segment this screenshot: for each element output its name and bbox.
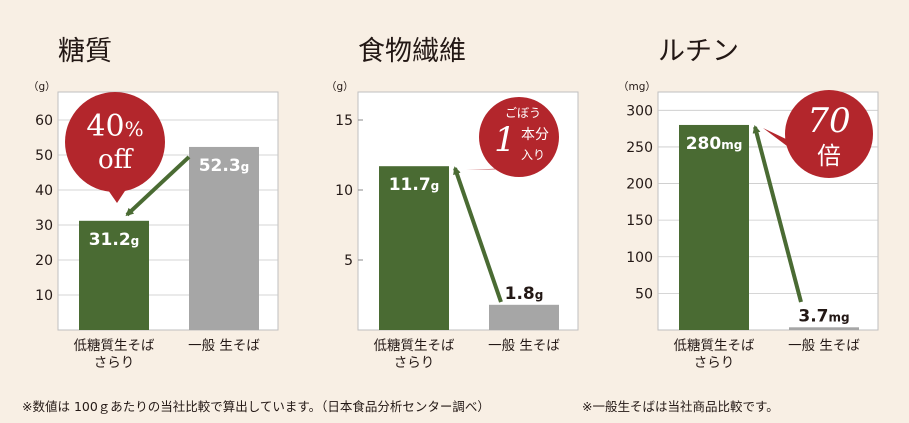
y-tick-label: 10 <box>335 183 353 199</box>
highlight-badge: 70倍 <box>763 90 873 178</box>
y-tick-label: 100 <box>626 250 653 266</box>
value-number: 3.7 <box>798 306 828 326</box>
badge-text: 1 <box>494 120 516 160</box>
badge-text: ごぼう <box>505 105 541 120</box>
badge-text: 入り <box>521 148 545 162</box>
chart-title: 糖質 <box>58 36 112 67</box>
comparison-arrow <box>125 155 191 217</box>
badge-percent: % <box>125 117 144 141</box>
comparison-arrow <box>453 166 503 303</box>
value-label: 31.2g <box>89 230 140 250</box>
y-tick-label: 50 <box>635 286 653 302</box>
chart-title: 食物繊維 <box>358 36 466 67</box>
comparison-arrow <box>752 125 803 303</box>
value-label: 3.7mg <box>798 306 849 326</box>
y-tick-label: 15 <box>335 113 353 129</box>
x-category-label: 一般 生そば <box>188 338 260 354</box>
value-label: 1.8g <box>505 284 544 304</box>
y-tick-label: 5 <box>344 253 353 269</box>
chart-3: ルチン（mg）50100150200250300280mg低糖質生そばさらり3.… <box>618 36 879 371</box>
y-unit-label: （g） <box>326 81 354 93</box>
bar-low-carb-soba <box>379 166 449 330</box>
x-category-label: さらり <box>394 355 435 371</box>
badge-text: off <box>98 145 135 175</box>
y-unit-label: （mg） <box>618 81 656 93</box>
y-tick-label: 200 <box>626 177 653 193</box>
value-unit: g <box>431 179 440 193</box>
y-tick-label: 300 <box>626 103 653 119</box>
badge-text: 40% <box>86 109 143 144</box>
value-label: 280mg <box>686 134 743 154</box>
value-label: 11.7g <box>389 175 440 195</box>
badge-text: 70 <box>807 101 850 141</box>
bar-low-carb-soba <box>679 124 749 330</box>
x-category-label: 低糖質生そば <box>74 338 155 354</box>
y-tick-label: 40 <box>35 183 53 199</box>
highlight-badge: 40%off <box>65 92 165 203</box>
x-category-label: さらり <box>694 355 735 371</box>
value-unit: g <box>131 234 140 248</box>
bar-regular-soba <box>189 146 259 330</box>
badge-circle <box>479 97 559 177</box>
x-category-label: さらり <box>94 355 135 371</box>
value-number: 31.2 <box>89 230 131 250</box>
chart-title: ルチン <box>658 36 739 67</box>
footnote-right: ※一般生そばは当社商品比較です。 <box>582 399 779 414</box>
y-tick-label: 30 <box>35 218 53 234</box>
value-number: 11.7 <box>389 175 431 195</box>
y-unit-label: （g） <box>28 81 56 93</box>
badge-number: 40 <box>86 109 124 144</box>
x-category-label: 低糖質生そば <box>674 338 755 354</box>
y-tick-label: 10 <box>35 288 53 304</box>
bar-regular-soba <box>489 304 559 330</box>
value-number: 1.8 <box>505 284 535 304</box>
value-unit: g <box>535 288 544 302</box>
value-label: 52.3g <box>199 156 250 176</box>
x-category-label: 低糖質生そば <box>374 338 455 354</box>
badge-circle <box>785 90 873 178</box>
value-unit: mg <box>721 138 742 152</box>
y-tick-label: 20 <box>35 253 53 269</box>
bar-low-carb-soba <box>79 220 149 330</box>
badge-text: 本分 <box>521 127 549 143</box>
y-tick-label: 150 <box>626 213 653 229</box>
badge-circle <box>65 92 165 192</box>
footnote-left: ※数値は 100ｇあたりの当社比較で算出しています。（日本食品分析センター調べ） <box>22 399 490 414</box>
x-category-label: 一般 生そば <box>788 338 860 354</box>
value-number: 280 <box>686 134 722 154</box>
y-tick-label: 250 <box>626 140 653 156</box>
y-tick-label: 50 <box>35 148 53 164</box>
y-tick-label: 60 <box>35 113 53 129</box>
bar-regular-soba <box>789 327 859 330</box>
badge-text: 倍 <box>817 142 841 170</box>
value-number: 52.3 <box>199 156 241 176</box>
x-category-label: 一般 生そば <box>488 338 560 354</box>
value-unit: mg <box>829 310 850 324</box>
value-unit: g <box>241 160 250 174</box>
